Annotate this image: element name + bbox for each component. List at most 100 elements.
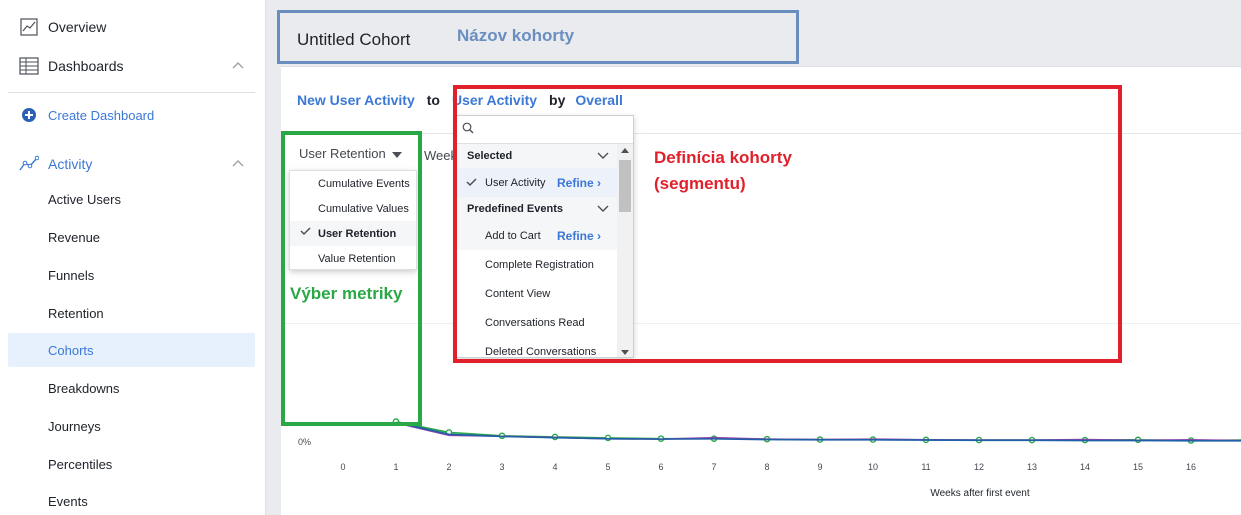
event-list: Selected User Activity Refine › Predefin… (457, 144, 619, 358)
sidebar-item-label: Activity (48, 156, 93, 172)
start-event-link[interactable]: New User Activity (297, 92, 415, 108)
sidebar-item-overview[interactable]: Overview (8, 10, 255, 44)
x-tick-label: 2 (446, 462, 451, 472)
scrollbar-thumb[interactable] (619, 160, 631, 212)
predefined-section-header[interactable]: Predefined Events (457, 197, 619, 221)
definition-annotation-line1: Definícia kohorty (654, 148, 792, 167)
create-dashboard-label: Create Dashboard (48, 107, 155, 123)
cohort-definition: New User Activity to User Activity by Ov… (297, 92, 623, 108)
x-tick-label: 6 (658, 462, 663, 472)
scroll-down-icon[interactable] (621, 350, 629, 355)
x-tick-label: 15 (1133, 462, 1143, 472)
refine-link[interactable]: Refine › (557, 176, 602, 190)
event-search (457, 116, 633, 144)
option-label: Cumulative Events (318, 177, 410, 190)
selected-section-header[interactable]: Selected (457, 144, 619, 168)
event-label: Conversations Read (485, 316, 585, 329)
to-label: to (426, 92, 440, 108)
chart-x-ticks: 0123456789101112131415161 (340, 462, 1196, 472)
sidebar-item-active-users[interactable]: Active Users (48, 191, 121, 207)
option-label: User Retention (318, 227, 397, 240)
definition-annotation-label: Definícia kohorty (segmentu) (654, 145, 792, 197)
chevron-down-icon (597, 204, 609, 216)
metric-option-value-retention[interactable]: Value Retention (290, 246, 416, 271)
plus-circle-icon (18, 104, 40, 126)
metric-option-cumulative-values[interactable]: Cumulative Values (290, 196, 416, 221)
metric-option-cumulative-events[interactable]: Cumulative Events (290, 171, 416, 196)
x-tick-label: 4 (552, 462, 557, 472)
x-tick-label: 0 (340, 462, 345, 472)
sidebar-item-cohorts[interactable]: Cohorts (8, 333, 255, 367)
chevron-up-icon[interactable] (231, 156, 245, 173)
event-option-deleted-conversations[interactable]: Deleted Conversations (457, 337, 619, 358)
y-tick-label: 0% (298, 437, 311, 447)
event-option-add-to-cart[interactable]: Add to Cart Refine › (457, 221, 619, 250)
event-option-complete-registration[interactable]: Complete Registration (457, 250, 619, 279)
sidebar-item-revenue[interactable]: Revenue (48, 229, 101, 245)
dashboard-grid-icon (18, 55, 40, 77)
option-label: Cumulative Values (318, 202, 409, 215)
segment-link[interactable]: Overall (575, 92, 623, 108)
event-option-content-view[interactable]: Content View (457, 279, 619, 308)
sidebar-item-breakdowns[interactable]: Breakdowns (48, 380, 120, 396)
divider (281, 133, 1241, 134)
definition-annotation-line2: (segmentu) (654, 174, 746, 193)
event-option-conversations-read[interactable]: Conversations Read (457, 308, 619, 337)
sidebar-item-activity[interactable]: Activity (8, 147, 255, 181)
sidebar-item-label: Overview (48, 19, 107, 35)
x-tick-label: 12 (974, 462, 984, 472)
x-tick-label: 3 (499, 462, 504, 472)
event-list-scrollbar[interactable] (617, 144, 633, 357)
sidebar: Overview Dashboards Create Dashboard Act… (0, 0, 266, 515)
x-tick-label: 7 (711, 462, 716, 472)
section-label: Predefined Events (467, 203, 563, 215)
refine-link[interactable]: Refine › (557, 229, 602, 243)
metric-select[interactable]: User Retention (299, 146, 402, 161)
sidebar-item-percentiles[interactable]: Percentiles (48, 456, 113, 472)
event-label: User Activity (485, 176, 546, 189)
activity-icon (18, 153, 40, 175)
cohort-title-box: Untitled Cohort Názov kohorty (277, 10, 799, 64)
cohort-name-input[interactable]: Untitled Cohort (297, 30, 411, 49)
event-label: Add to Cart (485, 229, 541, 242)
section-label: Selected (467, 150, 513, 162)
event-dropdown: Selected User Activity Refine › Predefin… (456, 115, 634, 358)
checkmark-icon (466, 178, 477, 190)
event-label: Content View (485, 287, 551, 300)
metric-option-user-retention[interactable]: User Retention (290, 221, 416, 246)
option-label: Value Retention (318, 252, 396, 265)
scroll-up-icon[interactable] (621, 148, 629, 153)
event-search-input[interactable] (478, 123, 618, 136)
chart-series-group (392, 418, 1241, 444)
cohort-name-annotation: Názov kohorty (457, 26, 575, 45)
search-icon (462, 121, 474, 139)
sidebar-item-label: Dashboards (48, 58, 124, 74)
checkmark-icon (300, 227, 311, 239)
chevron-down-icon (597, 151, 609, 163)
x-tick-label: 11 (921, 462, 930, 472)
x-tick-label: 1 (393, 462, 398, 472)
x-tick-label: 8 (764, 462, 769, 472)
sidebar-item-events[interactable]: Events (48, 493, 88, 509)
event-option-user-activity[interactable]: User Activity Refine › (457, 168, 619, 197)
x-tick-label: 9 (817, 462, 822, 472)
x-tick-label: 10 (868, 462, 878, 472)
by-label: by (549, 92, 566, 108)
create-dashboard-button[interactable]: Create Dashboard (8, 98, 255, 132)
x-tick-label: 16 (1186, 462, 1196, 472)
metric-annotation-label: Výber metriky (290, 284, 403, 303)
event-label: Deleted Conversations (485, 345, 597, 358)
period-select[interactable]: Week (424, 148, 457, 163)
sidebar-item-journeys[interactable]: Journeys (48, 418, 101, 434)
sidebar-item-retention[interactable]: Retention (48, 305, 104, 321)
event-label: Complete Registration (485, 258, 594, 271)
x-tick-label: 5 (605, 462, 610, 472)
chevron-up-icon[interactable] (231, 58, 245, 75)
return-event-link[interactable]: User Activity (451, 92, 538, 108)
sidebar-item-dashboards[interactable]: Dashboards (8, 49, 255, 83)
retention-chart: 0123456789101112131415161 0% Weeks after… (298, 418, 1241, 499)
series-line (395, 421, 1241, 442)
x-axis-label: Weeks after first event (930, 488, 1030, 499)
sidebar-item-funnels[interactable]: Funnels (48, 267, 95, 283)
x-tick-label: 13 (1027, 462, 1037, 472)
